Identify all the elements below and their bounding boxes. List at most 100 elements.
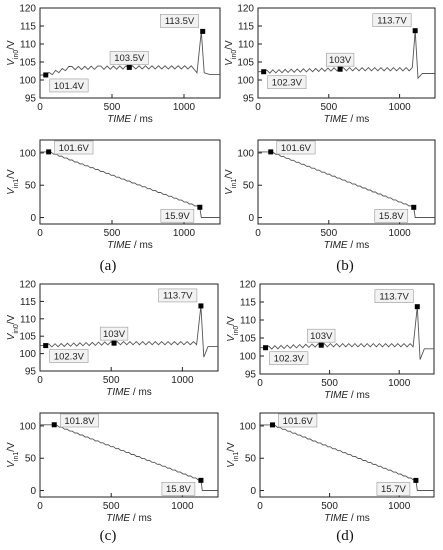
panel-1-upper-plot: 95 100 105 110 115 120 0 500 1000 Vin0/V 102.3V 103… bbox=[224, 4, 436, 113]
series-line bbox=[40, 31, 220, 76]
annotation-box bbox=[160, 208, 195, 223]
x-tick-label: 500 bbox=[320, 228, 337, 239]
y-tick-label: 100 bbox=[237, 148, 254, 159]
y-tick-label: 110 bbox=[238, 40, 254, 51]
annotation-label: 102.3V bbox=[54, 351, 85, 362]
y-tick-label: 50 bbox=[25, 181, 37, 192]
data-marker bbox=[412, 28, 418, 34]
y-tick-label: 115 bbox=[20, 297, 36, 308]
annotation-label: 102.3V bbox=[274, 354, 305, 365]
x-tick-label: 0 bbox=[37, 375, 43, 386]
y-axis-label: Vin1/V bbox=[6, 169, 20, 195]
annotation-label: 101.4V bbox=[54, 81, 85, 92]
annotation-label: 113.7V bbox=[377, 15, 407, 26]
annotation-label: 101.6V bbox=[59, 143, 90, 154]
series-line bbox=[40, 151, 220, 218]
x-axis-label: TIME / ms bbox=[107, 114, 153, 125]
y-axis-label: Vin0/V bbox=[226, 316, 240, 342]
data-marker bbox=[43, 343, 49, 349]
y-axis-label: Vin0/V bbox=[6, 314, 20, 340]
y-tick-label: 105 bbox=[239, 334, 256, 345]
plot-frame bbox=[257, 139, 436, 225]
annotation-label: 101.8V bbox=[64, 416, 95, 427]
x-tick-label: 0 bbox=[257, 378, 263, 389]
y-axis-label: Vin0/V bbox=[6, 40, 20, 66]
y-tick-label: 0 bbox=[248, 213, 254, 224]
y-tick-label: 120 bbox=[239, 280, 256, 291]
y-axis-label: Vin1/V bbox=[226, 442, 240, 468]
x-axis-label: TIME / ms bbox=[324, 114, 370, 125]
y-tick-label: 120 bbox=[19, 4, 36, 15]
data-marker bbox=[270, 422, 276, 428]
panel-0-upper-plot: 95 100 105 110 115 120 0 500 1000 Vin0/V 101.4V 103… bbox=[6, 4, 221, 113]
annotation-box bbox=[99, 326, 129, 341]
annotation-box bbox=[59, 413, 99, 428]
y-tick-label: 100 bbox=[239, 352, 256, 363]
data-marker bbox=[413, 477, 419, 483]
annotation-label: 103V bbox=[103, 329, 126, 340]
annotation-label: 15.8V bbox=[166, 484, 191, 495]
x-tick-label: 1000 bbox=[388, 378, 411, 389]
annotation-box bbox=[307, 328, 336, 343]
data-marker bbox=[261, 69, 267, 75]
annotation-box bbox=[49, 349, 89, 363]
x-axis-label: TIME / ms bbox=[324, 513, 370, 524]
plot-frame bbox=[259, 283, 435, 375]
series-line bbox=[40, 424, 218, 491]
y-tick-label: 0 bbox=[30, 213, 36, 224]
y-tick-label: 105 bbox=[237, 58, 254, 69]
data-marker bbox=[198, 477, 204, 483]
annotation-label: 101.6V bbox=[281, 143, 312, 154]
y-tick-label: 100 bbox=[237, 76, 254, 87]
y-tick-label: 100 bbox=[19, 148, 36, 159]
data-marker bbox=[318, 342, 324, 348]
y-tick-label: 95 bbox=[25, 94, 37, 105]
x-tick-label: 1000 bbox=[171, 501, 194, 512]
x-tick-label: 1000 bbox=[173, 102, 196, 113]
y-tick-label: 95 bbox=[25, 367, 37, 378]
annotation-box bbox=[376, 482, 411, 496]
annotation-box bbox=[161, 482, 196, 496]
x-axis-label: TIME / ms bbox=[324, 240, 370, 251]
x-axis-label: TIME / ms bbox=[324, 390, 370, 401]
annotation-label: 102.3V bbox=[272, 78, 303, 89]
y-tick-label: 110 bbox=[20, 40, 36, 51]
annotation-box bbox=[269, 351, 309, 366]
annotation-label: 15.7V bbox=[381, 484, 406, 495]
annotation-label: 101.6V bbox=[283, 416, 314, 427]
annotation-box bbox=[326, 52, 355, 67]
y-tick-label: 0 bbox=[30, 486, 36, 497]
x-tick-label: 500 bbox=[103, 375, 120, 386]
data-marker bbox=[337, 66, 343, 72]
x-tick-label: 0 bbox=[37, 501, 43, 512]
annotation-box bbox=[278, 413, 318, 428]
annotation-box bbox=[160, 14, 200, 28]
y-tick-label: 95 bbox=[245, 370, 257, 381]
x-tick-label: 1000 bbox=[171, 375, 194, 386]
annotation-label: 103.5V bbox=[114, 53, 145, 64]
y-axis-label: Vin1/V bbox=[6, 442, 20, 468]
annotation-label: 113.7V bbox=[163, 291, 193, 302]
annotation-box bbox=[109, 51, 149, 65]
x-tick-label: 0 bbox=[255, 228, 261, 239]
data-marker bbox=[197, 204, 203, 210]
annotation-box bbox=[374, 289, 414, 303]
x-tick-label: 0 bbox=[37, 228, 43, 239]
series-line bbox=[258, 151, 435, 218]
annotation-box bbox=[54, 140, 94, 155]
annotation-label: 15.9V bbox=[165, 211, 190, 222]
data-marker bbox=[268, 149, 274, 155]
plot-frame bbox=[39, 283, 219, 372]
x-tick-label: 500 bbox=[104, 102, 121, 113]
data-marker bbox=[263, 345, 269, 351]
series-line bbox=[260, 306, 434, 360]
data-marker bbox=[200, 28, 206, 34]
x-tick-label: 1000 bbox=[173, 228, 196, 239]
x-axis-label: TIME / ms bbox=[106, 513, 152, 524]
annotation-label: 15.8V bbox=[379, 211, 404, 222]
panel-label: (a) bbox=[100, 258, 117, 274]
data-marker bbox=[111, 340, 117, 346]
y-tick-label: 115 bbox=[240, 298, 256, 309]
data-marker bbox=[411, 204, 417, 210]
